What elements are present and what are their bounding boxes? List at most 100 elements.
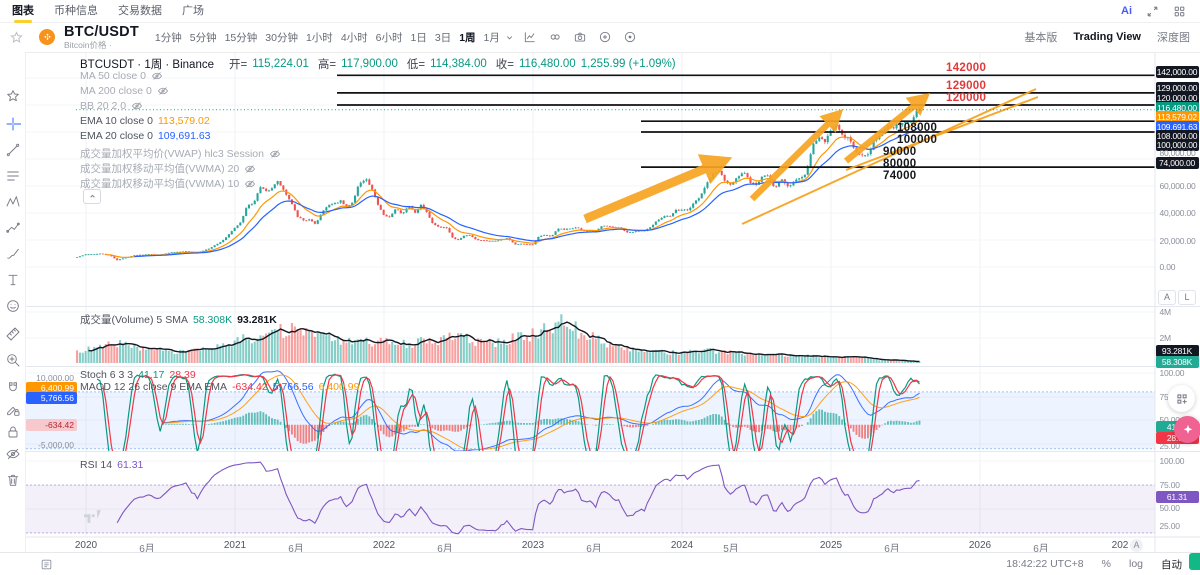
symbol-title[interactable]: BTC/USDT	[64, 23, 139, 40]
eye-off-icon[interactable]	[131, 100, 143, 112]
rsi-axis-tick: 25.00	[1159, 521, 1180, 531]
axis-auto-button[interactable]: A	[1158, 290, 1176, 305]
price-axis-tick: 40,000.00	[1159, 208, 1196, 218]
trash-tool-icon[interactable]	[3, 470, 22, 489]
interval-selector: 1分钟 5分钟 15分钟 30分钟 1小时 4小时 6小时 1日 3日 1周 1月	[155, 30, 500, 45]
interval-5分钟[interactable]: 5分钟	[189, 31, 217, 44]
volume-legend[interactable]: 成交量(Volume) 5 SMA 58.308K 93.281K	[80, 312, 277, 327]
nav-tab-chart[interactable]: 图表	[12, 1, 34, 23]
text-tool-icon[interactable]	[3, 270, 22, 289]
volume-axis-tick: 2M	[1159, 333, 1172, 343]
axis-adjust-button[interactable]: A	[1130, 539, 1143, 552]
indicator-row[interactable]: BB 20 2 0	[80, 100, 143, 112]
price-axis-tick: 0.00	[1159, 262, 1176, 272]
time-axis-label: 2020	[74, 540, 98, 551]
interval-1月[interactable]: 1月	[483, 31, 500, 44]
eye-off-icon[interactable]	[244, 163, 256, 175]
trendline-tool-icon[interactable]	[3, 140, 22, 159]
time-axis-label: 5月	[723, 544, 739, 555]
time-axis-label: 2021	[223, 540, 247, 551]
draw-lock-tool-icon[interactable]	[3, 400, 22, 419]
expand-icon[interactable]	[1146, 5, 1159, 18]
price-level-label: 100000	[897, 134, 938, 146]
ruler-tool-icon[interactable]	[3, 324, 22, 343]
log-scale-toggle[interactable]: log	[1128, 558, 1143, 570]
magnet-tool-icon[interactable]	[3, 378, 22, 397]
indicator-row[interactable]: 成交量加权移动平均值(VWMA) 10	[80, 176, 256, 191]
top-nav: 图表 币种信息 交易数据 广场 Ai	[0, 0, 1200, 23]
alert-plus-icon[interactable]	[598, 30, 612, 44]
axis-log-button[interactable]: L	[1178, 290, 1196, 305]
price-axis-tick: 20,000.00	[1159, 236, 1196, 246]
chat-float-button[interactable]	[1189, 553, 1200, 570]
macd-axis-badge: 5,766.56	[26, 392, 77, 404]
close-value: 116,480.00	[518, 58, 576, 70]
tab-tradingview[interactable]: Trading View	[1073, 31, 1141, 43]
nav-tab-trade-data[interactable]: 交易数据	[118, 4, 162, 17]
news-panel-icon[interactable]	[40, 558, 53, 571]
horizontal-lines-tool-icon[interactable]	[3, 166, 22, 185]
rsi-legend[interactable]: RSI 14 61.31	[80, 459, 143, 471]
eye-off-icon[interactable]	[269, 148, 281, 160]
tab-basic-version[interactable]: 基本版	[1024, 32, 1058, 44]
emoji-tool-icon[interactable]	[3, 296, 22, 315]
indicator-row[interactable]: EMA 10 close 0 113,579.02	[80, 115, 210, 127]
zoom-in-tool-icon[interactable]	[3, 350, 22, 369]
symbol-name-block[interactable]: BTC/USDT Bitcoin价格 ·	[64, 23, 139, 50]
widget-float-button[interactable]	[1168, 385, 1195, 412]
interval-3日[interactable]: 3日	[434, 31, 452, 44]
hide-drawings-tool-icon[interactable]	[3, 444, 22, 463]
interval-1小时[interactable]: 1小时	[305, 31, 333, 44]
indicator-row[interactable]: 成交量加权平均价(VWAP) hlc3 Session	[80, 146, 281, 161]
promo-float-button[interactable]	[1174, 416, 1200, 443]
camera-icon[interactable]	[573, 30, 587, 44]
volume-sma-value: 93.281K	[237, 313, 277, 326]
eye-off-icon[interactable]	[157, 85, 169, 97]
forecast-tool-icon[interactable]	[3, 218, 22, 237]
nav-tab-square[interactable]: 广场	[182, 4, 204, 17]
time-axis-label: 6月	[1033, 544, 1049, 555]
auto-scale-toggle[interactable]: 自动	[1161, 558, 1182, 571]
main-legend[interactable]: BTCUSDT · 1周 · Binance 开= 115,224.01 高= 11…	[80, 56, 676, 72]
legend-collapse-button[interactable]	[83, 189, 101, 204]
stoch-legend[interactable]: Stoch 6 3 3 41.17 28.39	[80, 369, 196, 381]
macd-axis-badge: -634.42	[26, 419, 77, 431]
symbol-subtitle: Bitcoin价格 ·	[64, 40, 112, 50]
indicator-label: EMA 20 close 0	[80, 130, 153, 142]
indicator-row[interactable]: MA 50 close 0	[80, 70, 163, 82]
indicator-label: BB 20 2 0	[80, 100, 127, 112]
compare-icon[interactable]	[548, 30, 562, 44]
indicator-row[interactable]: EMA 20 close 0 109,691.63	[80, 130, 211, 142]
indicator-row[interactable]: MA 200 close 0	[80, 85, 169, 97]
apps-grid-icon[interactable]	[1173, 5, 1186, 18]
interval-15分钟[interactable]: 15分钟	[224, 31, 258, 44]
macd-legend[interactable]: MACD 12 26 close 9 EMA EMA -634.42 5,766…	[80, 381, 359, 393]
tab-depth-chart[interactable]: 深度图	[1157, 32, 1190, 44]
indicator-row[interactable]: 成交量加权移动平均值(VWMA) 20	[80, 161, 256, 176]
interval-30分钟[interactable]: 30分钟	[265, 31, 298, 44]
interval-1周[interactable]: 1周	[459, 31, 476, 44]
lock-tool-icon[interactable]	[3, 422, 22, 441]
interval-1日[interactable]: 1日	[410, 31, 427, 44]
star-tool-icon[interactable]	[3, 86, 22, 105]
indicator-label: 成交量加权移动平均值(VWMA) 20	[80, 163, 240, 175]
xabcd-pattern-tool-icon[interactable]	[3, 192, 22, 211]
interval-4小时[interactable]: 4小时	[340, 31, 368, 44]
eye-off-icon[interactable]	[151, 70, 163, 82]
interval-1分钟[interactable]: 1分钟	[154, 31, 182, 44]
percent-scale-toggle[interactable]: %	[1101, 558, 1111, 570]
ai-icon[interactable]: Ai	[1121, 5, 1132, 17]
brush-tool-icon[interactable]	[3, 244, 22, 263]
interval-6小时[interactable]: 6小时	[375, 31, 403, 44]
chevron-down-icon[interactable]	[504, 32, 515, 43]
clock-readout[interactable]: 18:42:22 UTC+8	[1006, 558, 1084, 570]
eye-off-icon[interactable]	[244, 178, 256, 190]
rsi-value: 61.31	[117, 459, 144, 471]
chart-style-icon[interactable]	[523, 30, 537, 44]
target-icon[interactable]	[623, 30, 637, 44]
crosshair-tool-icon[interactable]	[3, 114, 22, 133]
nav-tab-coin-info[interactable]: 币种信息	[54, 4, 98, 17]
favorite-star-icon[interactable]	[9, 30, 24, 45]
